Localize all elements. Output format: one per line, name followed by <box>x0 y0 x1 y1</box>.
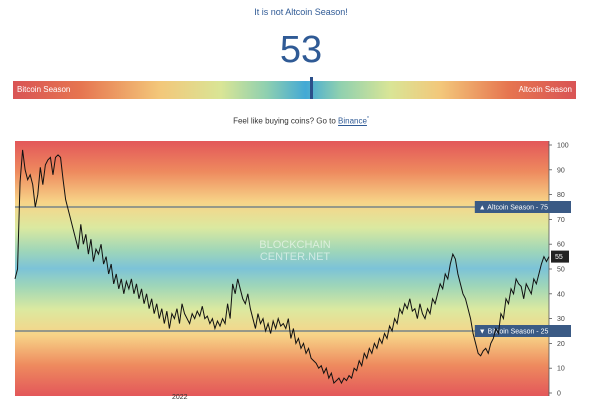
watermark-line-1: BLOCKCHAIN <box>259 239 331 251</box>
promo-text: Feel like buying coins? Go to <box>233 116 339 126</box>
chart-watermark: BLOCKCHAIN CENTER.NET <box>259 239 331 263</box>
y-tick-label-30: 30 <box>557 316 565 323</box>
y-tick-label-40: 40 <box>557 291 565 298</box>
y-tick-label-60: 60 <box>557 242 565 249</box>
watermark-line-2: CENTER.NET <box>260 251 331 263</box>
x-start-label: 2022 <box>172 394 188 400</box>
y-tick-label-100: 100 <box>557 143 569 150</box>
y-tick-label-90: 90 <box>557 167 565 174</box>
promo-link-mark: * <box>366 116 369 122</box>
scale-right-label: Altcoin Season <box>518 85 572 94</box>
y-tick-label-0: 0 <box>557 391 561 398</box>
altcoin-index-value: 53 <box>279 29 323 71</box>
y-tick-label-70: 70 <box>557 217 565 224</box>
reference-tag-label-25: ▼ Bitcoin Season - 25 <box>479 329 549 336</box>
y-tick-label-20: 20 <box>557 341 565 348</box>
y-tick-label-50: 50 <box>557 267 565 274</box>
series-line <box>14 149 550 385</box>
reference-tag-label-75: ▲ Altcoin Season - 75 <box>479 205 548 212</box>
binance-link[interactable]: Binance <box>338 116 367 126</box>
season-status-text: It is not Altcoin Season! <box>254 7 348 17</box>
chart-plot-background <box>15 141 549 396</box>
scale-left-label: Bitcoin Season <box>17 85 71 94</box>
y-tick-label-80: 80 <box>557 192 565 199</box>
current-value-marker: 55 <box>551 250 569 263</box>
current-value-label: 55 <box>555 254 563 261</box>
y-tick-label-10: 10 <box>557 366 565 373</box>
index-needle <box>310 77 314 99</box>
reference-tag-75 <box>474 201 571 213</box>
season-gradient-scale: Bitcoin Season Altcoin Season <box>13 81 576 99</box>
promo-line: Feel like buying coins? Go to Binance* <box>0 116 602 126</box>
y-axis: 0 10 20 30 40 50 60 70 80 90 100 <box>548 141 569 398</box>
current-value-tag <box>551 250 569 263</box>
altcoin-index-chart: BLOCKCHAIN CENTER.NET 0 10 20 30 40 50 60 70 80 9… <box>14 141 571 400</box>
